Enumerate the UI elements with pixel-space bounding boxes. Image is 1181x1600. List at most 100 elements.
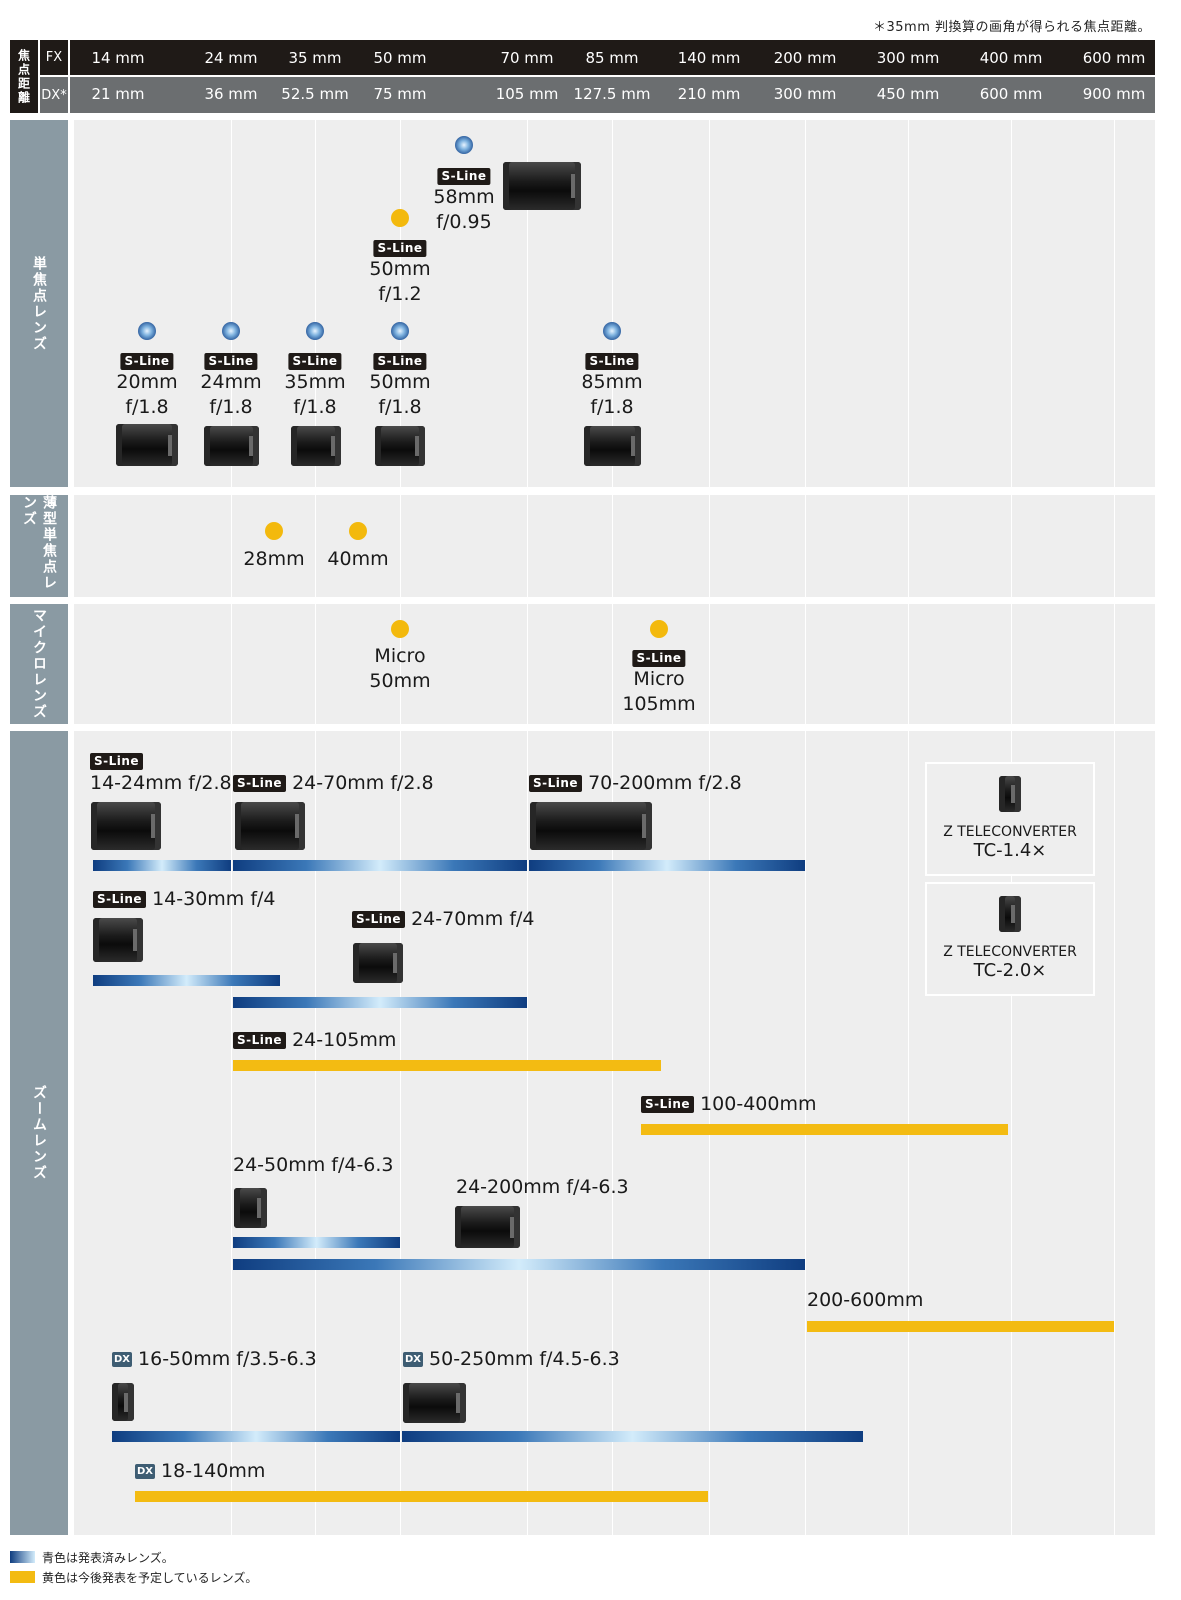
dx-tick: 600 mm (979, 85, 1043, 103)
focal-length-label: 焦点距離 (10, 40, 38, 113)
dx-badge: DX (112, 1351, 133, 1367)
teleconverter-14-card: Z TELECONVERTER TC-1.4× (925, 762, 1095, 876)
fx-tick: 300 mm (876, 49, 940, 67)
dx-tick: 52.5 mm (281, 85, 349, 103)
lens-name: Micro (633, 668, 685, 690)
dx-tick: 450 mm (876, 85, 940, 103)
legend-released: 青色は発表済みレンズ。 (42, 1551, 174, 1565)
range-bar-24-70-28 (233, 860, 527, 871)
zoom-16-50-label: DX 16-50mm f/3.5-6.3 (112, 1348, 317, 1370)
dx-tick: 21 mm (91, 85, 145, 103)
planned-dot (349, 522, 367, 540)
lens-20mm-photo (116, 424, 178, 466)
sline-badge: S-Line (373, 353, 427, 370)
tc-model: TC-1.4× (973, 840, 1047, 861)
lens-name: 50mm (369, 258, 431, 280)
fx-tick: 14 mm (91, 49, 145, 67)
prime-50-18-block: S-Line 50mm f/1.8 (369, 350, 431, 420)
lens-name: 50-250mm f/4.5-6.3 (429, 1348, 620, 1370)
lens-58mm-photo (503, 162, 581, 210)
lens-focal: 50mm (369, 670, 431, 692)
grid-line (315, 120, 316, 1535)
zoom-14-30-label: S-Line 14-30mm f/4 (93, 888, 276, 910)
grid-line (709, 120, 710, 1535)
dx-badge: DX (135, 1463, 156, 1479)
section-micro (74, 604, 1155, 724)
range-bar-14-24 (93, 860, 231, 871)
range-bar-24-105 (233, 1060, 661, 1071)
prime-58-block: S-Line 58mm f/0.95 (433, 165, 495, 235)
released-dot (306, 322, 324, 340)
zoom-24-70-4-label: S-Line 24-70mm f/4 (352, 908, 535, 930)
range-bar-16-50 (112, 1431, 400, 1442)
range-bar-14-30 (93, 975, 280, 986)
zoom-200-600-label: 200-600mm (807, 1289, 924, 1311)
lens-name: 24-105mm (292, 1029, 397, 1051)
section-compact (74, 495, 1155, 597)
prime-50-12-block: S-Line 50mm f/1.2 (369, 237, 431, 307)
sline-badge: S-Line (632, 650, 686, 667)
tc-14-photo (999, 776, 1021, 812)
zoom-100-400-label: S-Line 100-400mm (641, 1093, 816, 1115)
lens-name: 14-30mm f/4 (152, 888, 276, 910)
lens-24-70-4-photo (353, 943, 403, 983)
section-zoom-label: ズームレンズ (10, 731, 68, 1535)
lens-aperture: f/1.8 (590, 396, 634, 418)
sline-badge: S-Line (529, 774, 583, 792)
range-bar-24-70-4 (233, 997, 527, 1008)
lens-name: 58mm (433, 186, 495, 208)
planned-dot (650, 620, 668, 638)
tc-name: Z TELECONVERTER (943, 944, 1077, 960)
lens-aperture: f/1.8 (209, 396, 253, 418)
released-dot (455, 136, 473, 154)
fx-focal-row (70, 40, 1155, 75)
sline-badge: S-Line (373, 240, 427, 257)
lens-35mm-photo (291, 426, 341, 466)
lens-aperture: f/1.8 (293, 396, 337, 418)
fx-tick: 85 mm (585, 49, 639, 67)
lens-name: 85mm (581, 371, 643, 393)
released-dot (222, 322, 240, 340)
micro-50-block: Micro 50mm (369, 644, 430, 694)
lens-name: 50mm (369, 371, 431, 393)
micro-105-block: S-Line Micro 105mm (622, 647, 696, 717)
zoom-14-24-label: 14-24mm f/2.8 (90, 772, 232, 794)
sline-badge: S-Line (204, 353, 258, 370)
footnote-35mm: ＊35mm 判換算の画角が得られる焦点距離。 (872, 20, 1151, 35)
lens-aperture: f/1.8 (125, 396, 169, 418)
lens-24mm-photo (204, 426, 259, 466)
sline-badge: S-Line (93, 890, 147, 908)
prime-85-block: S-Line 85mm f/1.8 (581, 350, 643, 420)
dx-tick: 300 mm (773, 85, 837, 103)
lens-name: Micro (374, 645, 426, 667)
planned-dot (391, 620, 409, 638)
prime-35-block: S-Line 35mm f/1.8 (284, 350, 346, 420)
compact-40: 40mm (327, 548, 389, 570)
lens-name: 24mm (200, 371, 262, 393)
tc-20-photo (999, 896, 1021, 932)
legend-planned: 黄色は今後発表を予定しているレンズ。 (42, 1571, 258, 1585)
lens-name: 16-50mm f/3.5-6.3 (138, 1348, 317, 1370)
lens-aperture: f/0.95 (436, 211, 492, 233)
range-bar-70-200 (529, 860, 805, 871)
lens-name: 70-200mm f/2.8 (588, 772, 742, 794)
legend-planned-swatch (10, 1571, 35, 1583)
lens-24-50-photo (234, 1188, 267, 1228)
lens-focal: 105mm (622, 693, 696, 715)
section-compact-label: 薄型単焦点レンズ (10, 495, 68, 597)
fx-tick: 140 mm (677, 49, 741, 67)
range-bar-50-250 (402, 1431, 863, 1442)
range-bar-24-200 (233, 1259, 805, 1270)
fx-tick: 600 mm (1082, 49, 1146, 67)
grid-line (805, 120, 806, 1535)
sline-badge: S-Line (233, 1031, 287, 1049)
lens-name: 24-70mm f/4 (411, 908, 535, 930)
fx-label: FX (40, 40, 68, 75)
dx-tick: 210 mm (677, 85, 741, 103)
section-prime (74, 120, 1155, 487)
lens-50mm-photo (375, 426, 425, 466)
sline-badge: S-Line (585, 353, 639, 370)
dx-label: DX* (40, 77, 68, 113)
dx-badge: DX (403, 1351, 424, 1367)
planned-dot (265, 522, 283, 540)
